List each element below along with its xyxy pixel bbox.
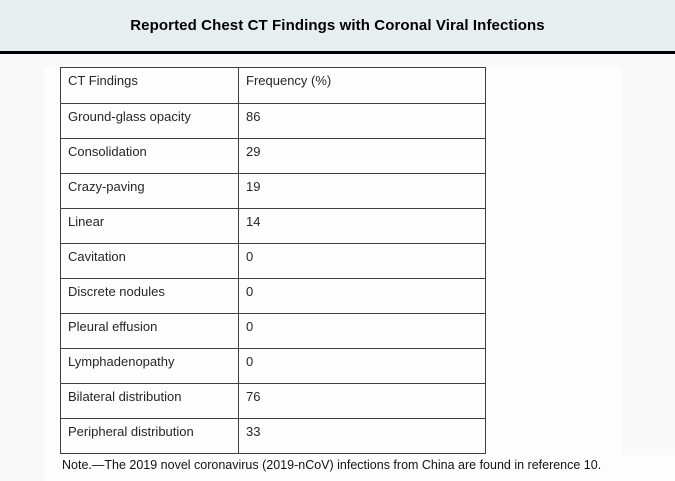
figure-note: Note.—The 2019 novel coronavirus (2019-n… bbox=[62, 458, 602, 472]
cell-frequency: 0 bbox=[238, 243, 486, 279]
document-area-extension bbox=[622, 455, 675, 481]
cell-frequency: 76 bbox=[238, 383, 486, 419]
cell-finding: Peripheral distribution bbox=[60, 418, 239, 454]
cell-finding: Linear bbox=[60, 208, 239, 244]
table-row: Crazy-paving 19 bbox=[60, 173, 486, 209]
column-header-findings: CT Findings bbox=[60, 67, 239, 104]
cell-finding: Bilateral distribution bbox=[60, 383, 239, 419]
findings-table: CT Findings Frequency (%) Ground-glass o… bbox=[60, 67, 486, 454]
table-row: Pleural effusion 0 bbox=[60, 313, 486, 349]
table-row: Ground-glass opacity 86 bbox=[60, 103, 486, 139]
cell-finding: Consolidation bbox=[60, 138, 239, 174]
table-row: Discrete nodules 0 bbox=[60, 278, 486, 314]
table-row: Consolidation 29 bbox=[60, 138, 486, 174]
column-header-frequency: Frequency (%) bbox=[238, 67, 486, 104]
cell-frequency: 33 bbox=[238, 418, 486, 454]
cell-frequency: 0 bbox=[238, 278, 486, 314]
cell-frequency: 29 bbox=[238, 138, 486, 174]
cell-frequency: 19 bbox=[238, 173, 486, 209]
table-row: Linear 14 bbox=[60, 208, 486, 244]
cell-frequency: 14 bbox=[238, 208, 486, 244]
header-band: Reported Chest CT Findings with Coronal … bbox=[0, 0, 675, 54]
table-row: Peripheral distribution 33 bbox=[60, 418, 486, 454]
table-header-row: CT Findings Frequency (%) bbox=[60, 67, 486, 104]
cell-finding: Crazy-paving bbox=[60, 173, 239, 209]
cell-finding: Cavitation bbox=[60, 243, 239, 279]
cell-finding: Pleural effusion bbox=[60, 313, 239, 349]
cell-frequency: 86 bbox=[238, 103, 486, 139]
cell-frequency: 0 bbox=[238, 348, 486, 384]
cell-finding: Lymphadenopathy bbox=[60, 348, 239, 384]
cell-finding: Discrete nodules bbox=[60, 278, 239, 314]
table-row: Lymphadenopathy 0 bbox=[60, 348, 486, 384]
cell-finding: Ground-glass opacity bbox=[60, 103, 239, 139]
cell-frequency: 0 bbox=[238, 313, 486, 349]
figure-title: Reported Chest CT Findings with Coronal … bbox=[130, 17, 545, 34]
table-row: Cavitation 0 bbox=[60, 243, 486, 279]
table-row: Bilateral distribution 76 bbox=[60, 383, 486, 419]
